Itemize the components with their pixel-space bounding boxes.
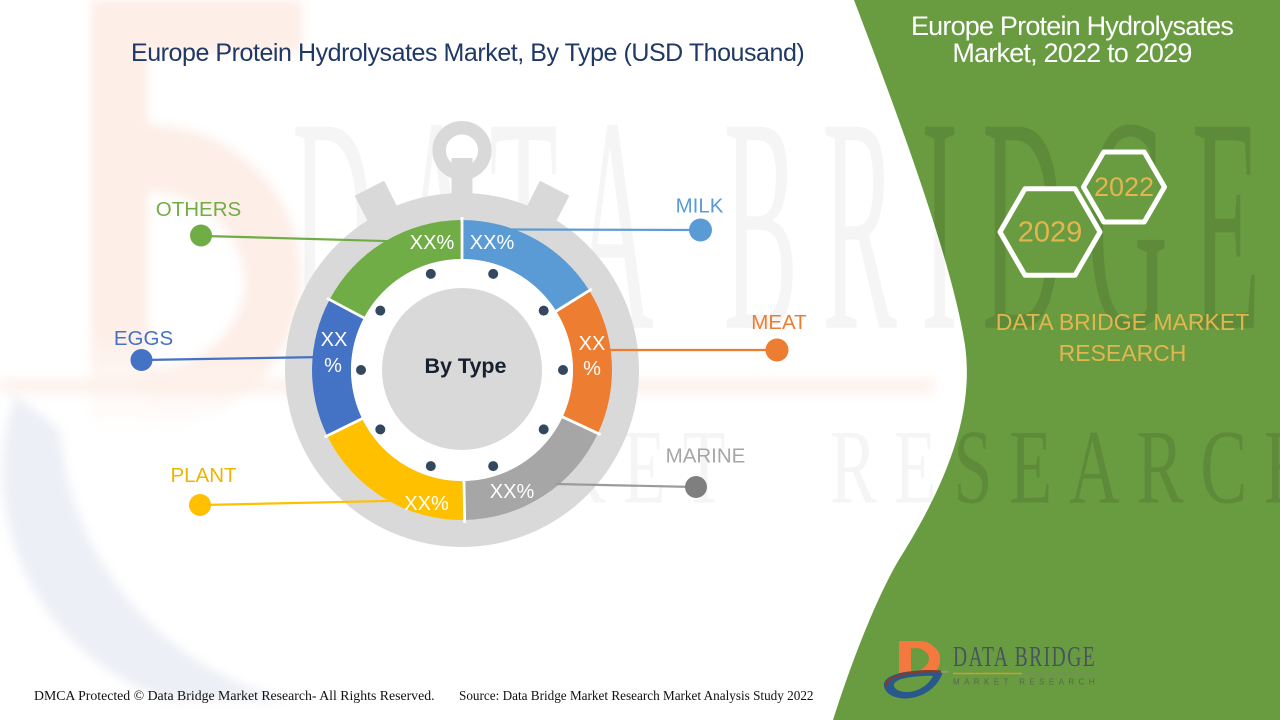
svg-text:By Type: By Type <box>424 354 506 378</box>
svg-text:2029: 2029 <box>1018 217 1083 249</box>
svg-text:XX%: XX% <box>470 232 515 254</box>
svg-text:DATA BRIDGE: DATA BRIDGE <box>953 642 1096 673</box>
svg-text:2022: 2022 <box>1094 172 1154 202</box>
svg-text:MARKET RESEARCH: MARKET RESEARCH <box>953 678 1099 687</box>
svg-text:PLANT: PLANT <box>170 464 237 487</box>
svg-text:%: % <box>324 355 342 377</box>
svg-text:OTHERS: OTHERS <box>156 198 241 221</box>
svg-text:MILK: MILK <box>676 195 724 218</box>
svg-text:XX%: XX% <box>404 493 449 515</box>
svg-text:XX: XX <box>321 329 348 351</box>
svg-text:EGGS: EGGS <box>114 327 173 350</box>
svg-text:MEAT: MEAT <box>751 311 807 334</box>
svg-text:XX: XX <box>579 333 606 355</box>
svg-text:MARINE: MARINE <box>666 445 746 468</box>
svg-text:XX%: XX% <box>490 481 535 503</box>
svg-text:%: % <box>583 358 601 380</box>
svg-text:XX%: XX% <box>410 232 455 254</box>
